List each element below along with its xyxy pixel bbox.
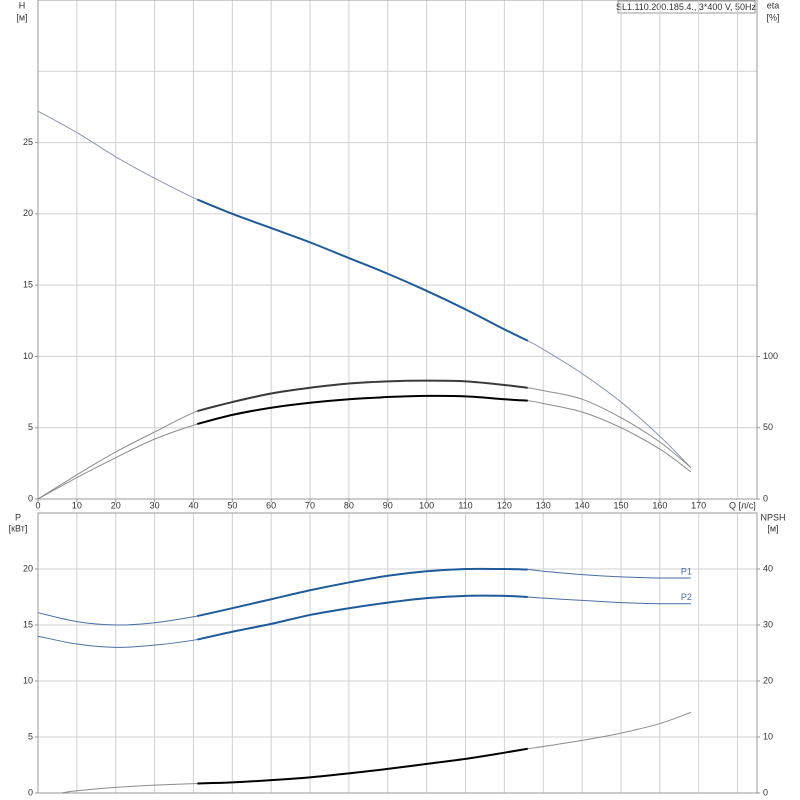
duty-range-highlight [197,594,528,641]
x-tick-label: 50 [227,500,237,510]
y2-tick-label: 10 [763,731,773,741]
y-tick-label: 15 [23,280,33,290]
y-unit: [м] [16,12,27,22]
duty-range-highlight [197,567,528,618]
y2-label: eta [767,0,780,10]
x-tick-label: 140 [575,500,590,510]
x-tick-label: 70 [305,500,315,510]
y-tick-label: 5 [28,422,33,432]
y-label: P [15,512,21,522]
x-tick-label: 60 [266,500,276,510]
x-tick-label: 110 [458,500,472,510]
y-tick-label: 0 [28,787,33,797]
y2-tick-label: 50 [763,422,773,432]
y2-tick-label: 0 [763,787,768,797]
y-tick-label: 15 [23,619,33,629]
x-tick-label: 40 [188,500,198,510]
y2-tick-label: 100 [763,351,778,361]
x-tick-label: 10 [72,500,82,510]
y-tick-label: 0 [28,493,33,503]
duty-range-highlight [197,747,528,785]
x-tick-label: 130 [536,500,551,510]
y-tick-label: 20 [23,563,33,573]
plot-frame [37,512,758,794]
y-tick-label: 10 [23,675,33,685]
x-label: Q [л/с] [729,500,756,510]
duty-range-highlight [197,379,528,413]
duty-range-highlight [197,394,528,425]
y2-tick-label: 0 [763,493,768,503]
y-label: H [19,0,26,10]
y-tick-label: 20 [23,208,33,218]
y2-unit: [м] [767,523,778,533]
y-tick-label: 25 [23,137,33,147]
x-tick-label: 90 [383,500,393,510]
chart-title: SL1.110.200.185.4., 3*400 V, 50Hz [616,2,757,12]
y2-tick-label: 30 [763,619,773,629]
y2-label: NPSH [760,512,785,522]
x-tick-label: 160 [652,500,667,510]
x-tick-label: 100 [419,500,434,510]
y-unit: [кВт] [9,523,28,533]
x-tick-label: 30 [150,500,160,510]
plot-frame [37,0,758,500]
duty-range-highlight [196,198,529,342]
y-tick-label: 5 [28,731,33,741]
x-tick-label: 120 [497,500,512,510]
series-label: P1 [681,566,692,576]
y2-tick-label: 20 [763,675,773,685]
title-box [617,0,756,14]
y2-tick-label: 40 [763,563,773,573]
y-tick-label: 10 [23,351,33,361]
x-tick-label: 80 [344,500,354,510]
y2-unit: [%] [766,12,779,22]
x-tick-label: 0 [35,500,40,510]
x-tick-label: 170 [691,500,706,510]
x-tick-label: 20 [111,500,121,510]
series-label: P2 [681,592,692,602]
x-tick-label: 150 [613,500,628,510]
